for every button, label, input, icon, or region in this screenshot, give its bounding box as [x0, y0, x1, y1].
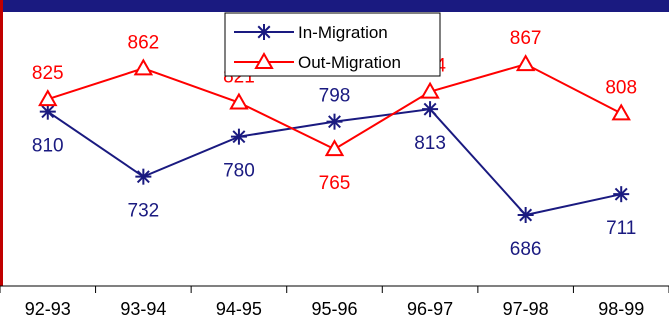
data-label: 686 — [510, 239, 542, 260]
data-label: 732 — [128, 201, 160, 222]
x-tick-label: 96-97 — [407, 299, 453, 319]
x-tick-label: 94-95 — [216, 299, 262, 319]
data-point — [326, 113, 343, 130]
data-label: 810 — [32, 136, 64, 157]
top-frame-bar — [0, 0, 669, 12]
x-tick-label: 93-94 — [120, 299, 166, 319]
x-axis-ticks: 92-93 93-94 94-95 95-96 96-97 97-98 98-99 — [0, 286, 669, 319]
left-frame-bar — [0, 0, 3, 286]
x-tick-label: 92-93 — [25, 299, 71, 319]
data-label: 813 — [414, 133, 446, 154]
legend-marker-out-migration — [254, 51, 274, 69]
data-point — [422, 101, 439, 118]
data-point — [515, 54, 536, 72]
legend: In-Migration Out-Migration — [224, 12, 441, 77]
data-point — [230, 128, 247, 145]
x-tick-label: 97-98 — [503, 299, 549, 319]
legend-label-out-migration: Out-Migration — [298, 53, 401, 72]
data-point — [420, 81, 440, 99]
data-label: 765 — [319, 173, 351, 194]
data-point — [135, 168, 152, 185]
data-point — [229, 92, 249, 110]
data-label: 862 — [128, 32, 160, 53]
data-point — [613, 186, 630, 203]
series-markers — [38, 54, 631, 223]
legend-marker-symbol — [256, 24, 272, 40]
data-label: 867 — [510, 28, 542, 49]
data-label: 780 — [223, 161, 255, 182]
legend-label-in-migration: In-Migration — [298, 23, 388, 42]
data-point — [38, 89, 58, 107]
legend-marker-in-migration — [256, 24, 272, 40]
data-point — [611, 103, 631, 121]
data-point — [517, 207, 534, 223]
data-label: 711 — [606, 218, 636, 239]
data-label: 798 — [319, 86, 351, 107]
data-label: 825 — [32, 63, 64, 84]
data-point — [39, 103, 56, 120]
data-point — [133, 58, 154, 76]
legend-marker-symbol — [254, 51, 274, 69]
x-tick-label: 98-99 — [598, 299, 644, 319]
data-label: 808 — [605, 77, 637, 98]
x-tick-label: 95-96 — [311, 299, 357, 319]
data-point — [324, 139, 345, 157]
